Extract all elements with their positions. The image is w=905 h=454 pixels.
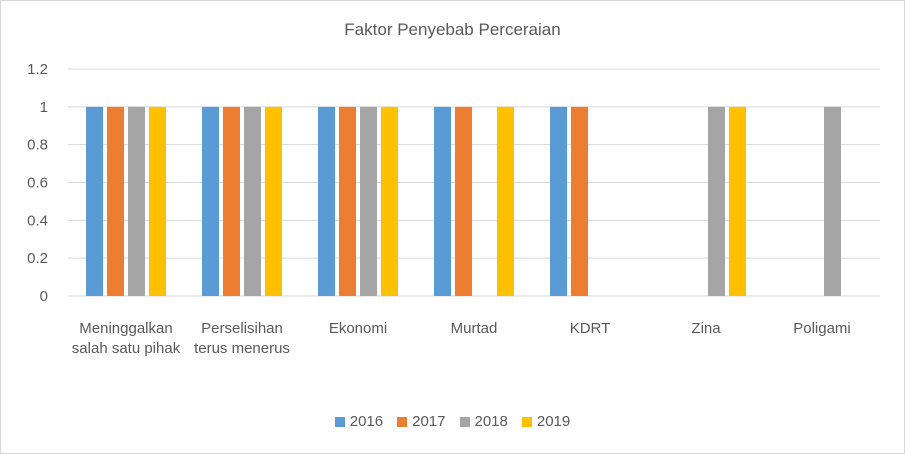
legend-item: 2019 [521, 413, 571, 430]
legend-item: 2017 [397, 413, 446, 430]
x-category-label: Perselisihan terus menerus [194, 320, 290, 357]
legend-swatch [521, 416, 532, 427]
bar-2016-1 [202, 106, 219, 296]
bar-2018-0 [128, 106, 145, 296]
bar-2017-4 [571, 106, 588, 296]
bar-2016-3 [434, 106, 451, 296]
bar-2019-2 [381, 106, 398, 296]
y-tick-label: 1 [40, 99, 48, 116]
x-category-label: Ekonomi [329, 320, 387, 337]
bar-2017-2 [339, 106, 356, 296]
bar-2019-5 [729, 106, 746, 296]
chart-legend: 2016 2017 2018 2019 [0, 413, 905, 430]
bar-2018-2 [360, 106, 377, 296]
legend-label: 2019 [536, 413, 571, 430]
legend-swatch [459, 416, 470, 427]
legend-label: 2018 [474, 413, 508, 430]
bar-2016-4 [550, 106, 567, 296]
legend-swatch [397, 416, 408, 427]
x-category-label: Meninggalkan salah satu pihak [72, 320, 181, 357]
legend-label: 2016 [349, 413, 384, 430]
y-tick-label: 0.2 [27, 250, 48, 267]
bar-2018-6 [824, 106, 841, 296]
bar-2017-0 [107, 106, 124, 296]
chart-title: Faktor Penyebab Perceraian [344, 20, 561, 39]
y-tick-label: 0.6 [27, 175, 48, 192]
bar-2017-3 [455, 106, 472, 296]
bar-2017-1 [223, 106, 240, 296]
legend-swatch [334, 416, 345, 427]
legend-label: 2017 [412, 413, 446, 430]
bar-2019-0 [149, 106, 166, 296]
y-tick-label: 0.8 [27, 137, 48, 154]
bar-2016-2 [318, 106, 335, 296]
legend-item: 2018 [459, 413, 508, 430]
legend-item: 2016 [334, 413, 384, 430]
y-tick-label: 1.2 [27, 61, 48, 78]
bar-2018-1 [244, 106, 261, 296]
y-tick-label: 0.4 [27, 212, 48, 229]
bar-2018-5 [708, 106, 725, 296]
x-category-label: Murtad [451, 320, 498, 337]
y-tick-label: 0 [40, 288, 48, 305]
bar-2019-1 [265, 106, 282, 296]
x-category-label: KDRT [570, 320, 611, 337]
x-category-label: Poligami [793, 320, 851, 337]
x-category-label: Zina [691, 320, 721, 337]
bar-2016-0 [86, 106, 103, 296]
bar-2019-3 [497, 106, 514, 296]
